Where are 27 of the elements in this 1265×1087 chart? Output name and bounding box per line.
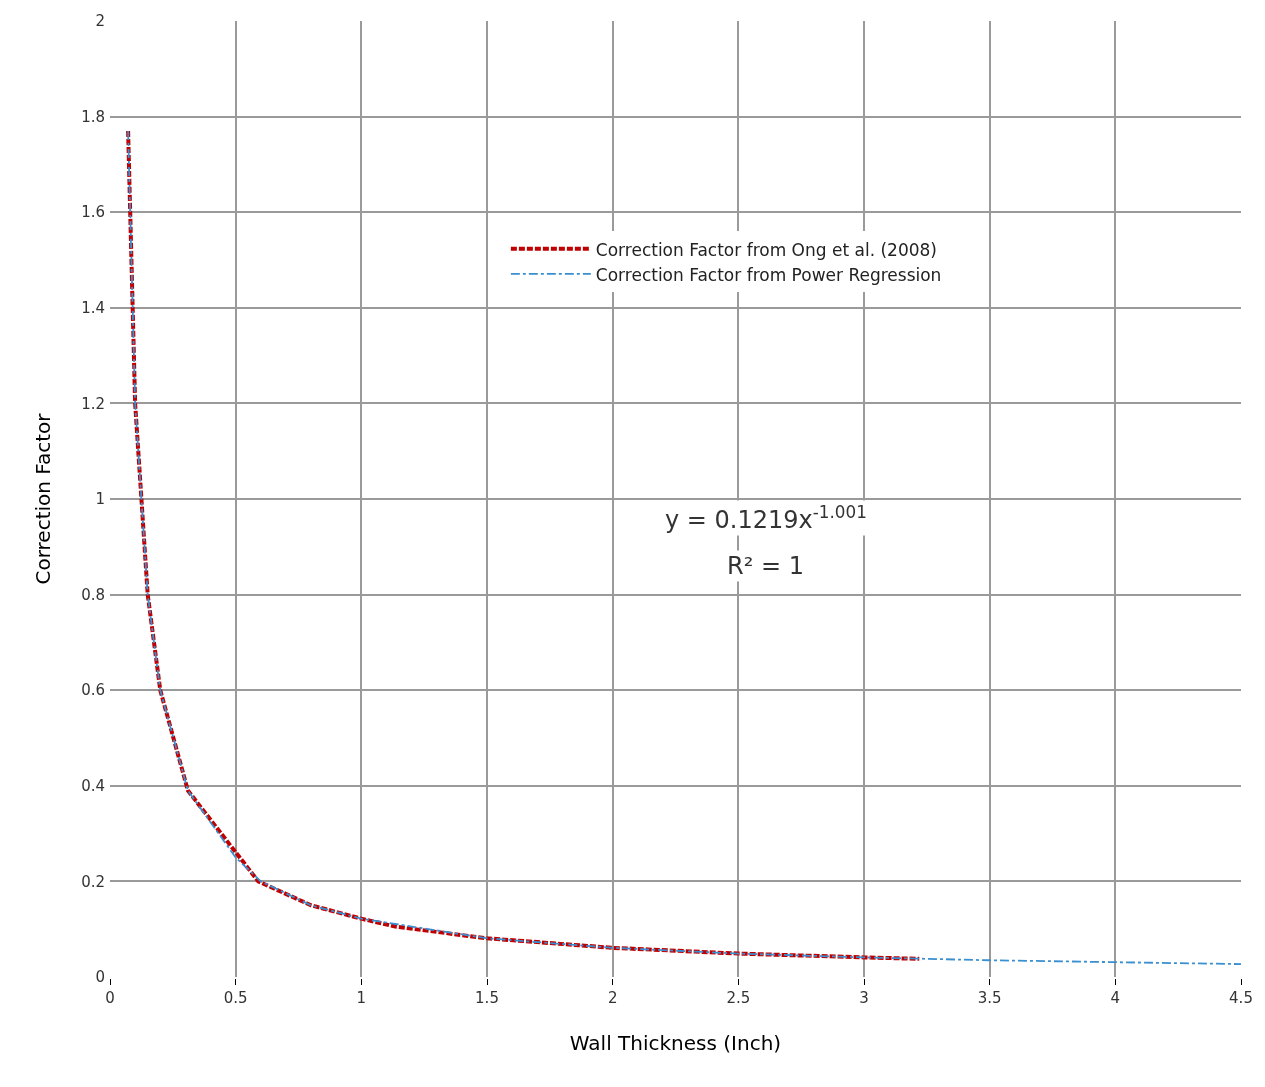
y-tick-label: 0.4 (81, 777, 105, 796)
y-tick-label: 1 (95, 490, 105, 509)
y-axis-title: Correction Factor (31, 412, 56, 585)
y-tick-label: 0.2 (81, 872, 105, 891)
y-tick-label: 1.2 (81, 394, 105, 413)
y-tick-label: 0.8 (81, 585, 105, 604)
y-tick-label: 1.4 (81, 299, 105, 318)
annotation: R² = 1 (727, 552, 804, 580)
x-tick-label: 1 (356, 989, 367, 1007)
y-tick-label: 1.8 (81, 107, 105, 126)
x-tick-label: 4.5 (1229, 989, 1253, 1007)
x-tick-label: 2 (607, 989, 618, 1007)
y-tick-label: 0.6 (81, 681, 105, 700)
line-series (127, 130, 1241, 965)
x-tick-label: 1.5 (475, 989, 499, 1007)
legend-label: Correction Factor from Power Regression (595, 264, 942, 285)
y-tick-label: 0 (95, 968, 105, 987)
x-tick-label: 2.5 (726, 989, 751, 1007)
x-tick-label: 3 (859, 989, 869, 1007)
y-tick-label: 2 (95, 12, 105, 31)
annotation: y = 0.1219x$^{-1.001}$ (665, 502, 867, 535)
x-axis-title: Wall Thickness (Inch) (569, 1031, 782, 1055)
y-tick-label: 1.6 (81, 203, 105, 222)
x-tick-label: 0.5 (223, 989, 248, 1007)
legend-label: Correction Factor from Ong et al. (2008) (595, 239, 937, 260)
x-tick-label: 4 (1110, 989, 1121, 1007)
x-tick-label: 3.5 (977, 989, 1002, 1007)
